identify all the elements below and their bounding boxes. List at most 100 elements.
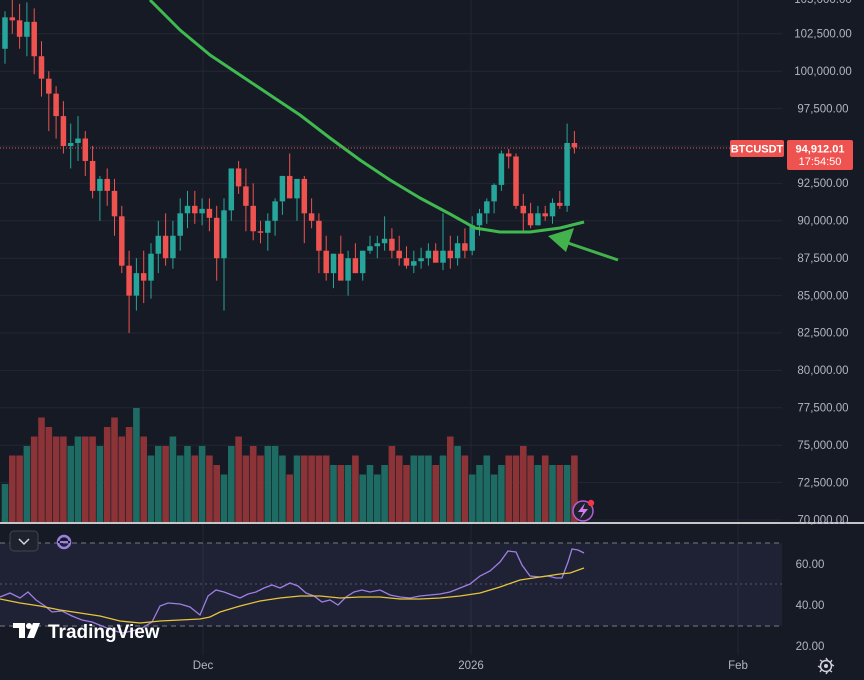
rsi-tick-label: 20.00 — [796, 641, 825, 653]
candle-body — [46, 78, 52, 94]
candle-body — [111, 190, 118, 217]
candle-body — [294, 178, 300, 199]
settings-button[interactable] — [817, 657, 835, 675]
volume-bar — [534, 465, 542, 522]
volume-bar — [82, 436, 89, 522]
volume-bar — [23, 446, 31, 522]
rsi-tick-label: 40.00 — [796, 600, 825, 612]
candle-body — [352, 258, 359, 274]
candle-body — [323, 250, 329, 274]
y-tick-label: 70,000.00 — [797, 515, 848, 527]
volume-bar — [490, 474, 498, 522]
candle-body — [403, 258, 410, 266]
volume-bar — [279, 455, 286, 522]
candle-body — [454, 243, 461, 259]
candle-body — [184, 205, 191, 214]
indicator-link-icon[interactable] — [56, 534, 72, 550]
candle-body — [308, 213, 315, 221]
candle-body — [60, 116, 67, 146]
candle-body — [330, 253, 337, 274]
candle-body — [513, 156, 519, 206]
volume-bar — [235, 436, 242, 522]
volume-bar — [249, 446, 257, 522]
volume-bar — [60, 436, 67, 522]
candle-body — [484, 201, 490, 214]
volume-bar — [286, 474, 293, 522]
candle-body — [535, 213, 541, 226]
candle-body — [155, 235, 162, 254]
candle-body — [235, 168, 242, 187]
candle-body — [286, 175, 293, 199]
candle-body — [75, 138, 81, 144]
candle-body — [549, 202, 556, 217]
volume-bar — [301, 455, 308, 522]
volume-bar — [264, 446, 272, 522]
volume-bar — [498, 465, 505, 522]
collapse-button[interactable] — [9, 530, 39, 552]
y-tick-label-partial: 105,000.00 — [794, 0, 852, 6]
volume-bar — [520, 446, 527, 522]
rsi-axis[interactable]: 60.00 40.00 20.00 — [796, 559, 825, 653]
alert-button[interactable] — [572, 499, 595, 522]
last-price-label: 94,912.01 — [796, 144, 845, 156]
y-tick-label: 77,500.00 — [797, 403, 848, 415]
volume-bar — [337, 465, 345, 522]
symbol-tag-label: BTCUSDT — [731, 144, 784, 156]
symbol-tag: BTCUSDT — [730, 140, 784, 157]
volume-bar — [388, 446, 396, 522]
volume-bar — [366, 465, 374, 522]
candle-body — [345, 258, 351, 281]
volume-bar — [176, 455, 184, 522]
candle-body — [425, 250, 432, 259]
volume-bar — [9, 455, 16, 522]
candle-body — [389, 238, 395, 251]
candle-body — [140, 273, 147, 281]
volume-bar — [505, 455, 512, 522]
volume-bar — [308, 455, 315, 522]
candle-body — [82, 138, 89, 161]
candle-body — [440, 250, 446, 263]
candle-body — [243, 186, 249, 206]
volume-bar — [271, 446, 279, 522]
candle-body — [89, 160, 96, 191]
candle-body — [411, 261, 417, 266]
volume-bar — [512, 455, 520, 522]
volume-bar — [242, 455, 250, 522]
volume-bar — [162, 446, 169, 522]
rsi-moving-average — [0, 567, 585, 624]
volume-bar — [257, 455, 264, 522]
volume-bar — [541, 455, 549, 522]
volume-bar — [30, 436, 38, 522]
y-tick-label: 75,000.00 — [797, 440, 848, 452]
candle-body — [67, 143, 74, 146]
candle-body — [2, 17, 8, 49]
tradingview-logo: TradingView — [13, 622, 160, 643]
candle-body — [126, 265, 132, 296]
candle-body — [418, 258, 424, 262]
y-tick-label: 90,000.00 — [797, 216, 848, 228]
candle-body — [148, 253, 154, 281]
volume-bar — [563, 465, 571, 522]
volume-bar — [169, 436, 177, 522]
volume-bar — [16, 455, 23, 522]
candle-body — [104, 178, 110, 191]
time-axis[interactable]: Dec 2026 Feb — [193, 660, 748, 672]
candle-body — [213, 217, 220, 259]
candle-body — [170, 235, 176, 259]
price-tag: 94,912.01 17:54:50 — [787, 140, 853, 170]
candle-body — [301, 178, 308, 214]
candle-body — [338, 253, 344, 281]
candle-body — [9, 17, 16, 21]
candle-body — [476, 213, 483, 226]
volume-bar — [1, 484, 9, 522]
volume-bar — [527, 455, 534, 522]
volume-bar — [293, 455, 301, 522]
volume-bar — [315, 455, 323, 522]
volume-bar — [125, 427, 133, 522]
volume-bar — [461, 455, 469, 522]
candle-body — [505, 153, 512, 157]
y-tick-label: 82,500.00 — [797, 328, 848, 340]
candle-body — [571, 143, 578, 148]
volume-bar — [556, 465, 564, 522]
